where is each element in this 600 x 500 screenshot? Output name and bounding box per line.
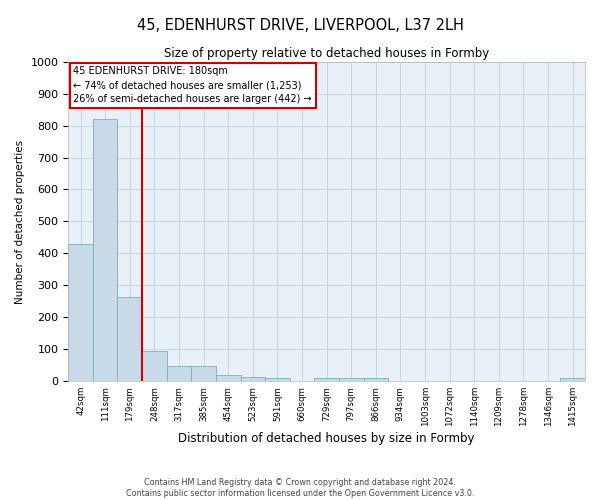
Bar [314,378,339,381]
Bar [93,119,118,381]
Bar [364,378,388,381]
Bar [265,378,290,381]
Title: Size of property relative to detached houses in Formby: Size of property relative to detached ho… [164,48,489,60]
Bar [118,296,142,381]
Bar [339,378,364,381]
Bar [68,244,93,381]
Bar [167,366,191,381]
Text: 45 EDENHURST DRIVE: 180sqm
← 74% of detached houses are smaller (1,253)
26% of s: 45 EDENHURST DRIVE: 180sqm ← 74% of deta… [73,66,312,104]
Y-axis label: Number of detached properties: Number of detached properties [15,140,25,304]
Bar [142,352,167,381]
Text: Contains HM Land Registry data © Crown copyright and database right 2024.
Contai: Contains HM Land Registry data © Crown c… [126,478,474,498]
X-axis label: Distribution of detached houses by size in Formby: Distribution of detached houses by size … [178,432,475,445]
Bar [191,366,216,381]
Bar [241,377,265,381]
Text: 45, EDENHURST DRIVE, LIVERPOOL, L37 2LH: 45, EDENHURST DRIVE, LIVERPOOL, L37 2LH [137,18,463,32]
Bar [560,378,585,381]
Bar [216,376,241,381]
